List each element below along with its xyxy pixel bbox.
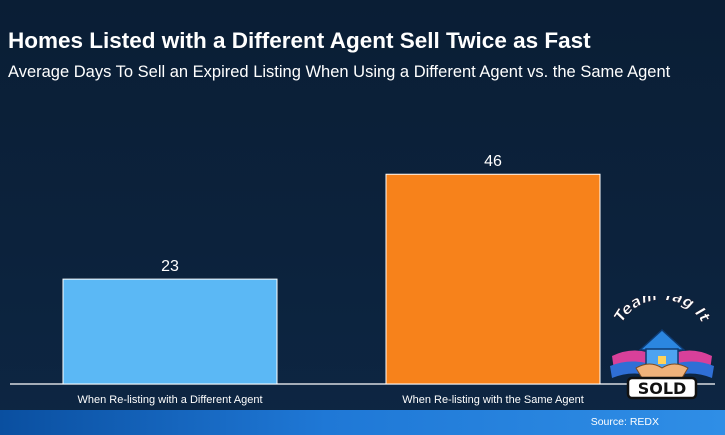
footer-bar: Source: REDX [0, 410, 725, 435]
svg-text:Team Tag It: Team Tag It [610, 296, 714, 326]
team-tag-it-sold-logo: Team Tag It SOLD [610, 296, 715, 400]
data-label-2: 46 [484, 153, 502, 170]
chart-subtitle: Average Days To Sell an Expired Listing … [8, 63, 671, 81]
bar-1 [62, 278, 278, 385]
data-label-1: 23 [161, 258, 179, 275]
bar-2 [385, 173, 601, 385]
category-label-1: When Re-listing with a Different Agent [77, 394, 262, 406]
chart-title: Homes Listed with a Different Agent Sell… [8, 28, 591, 53]
bar-chart: 23 When Re-listing with a Different Agent… [62, 153, 601, 406]
source-note: Source: REDX [590, 416, 659, 428]
svg-text:SOLD: SOLD [638, 379, 687, 398]
category-label-2: When Re-listing with the Same Agent [402, 394, 584, 406]
